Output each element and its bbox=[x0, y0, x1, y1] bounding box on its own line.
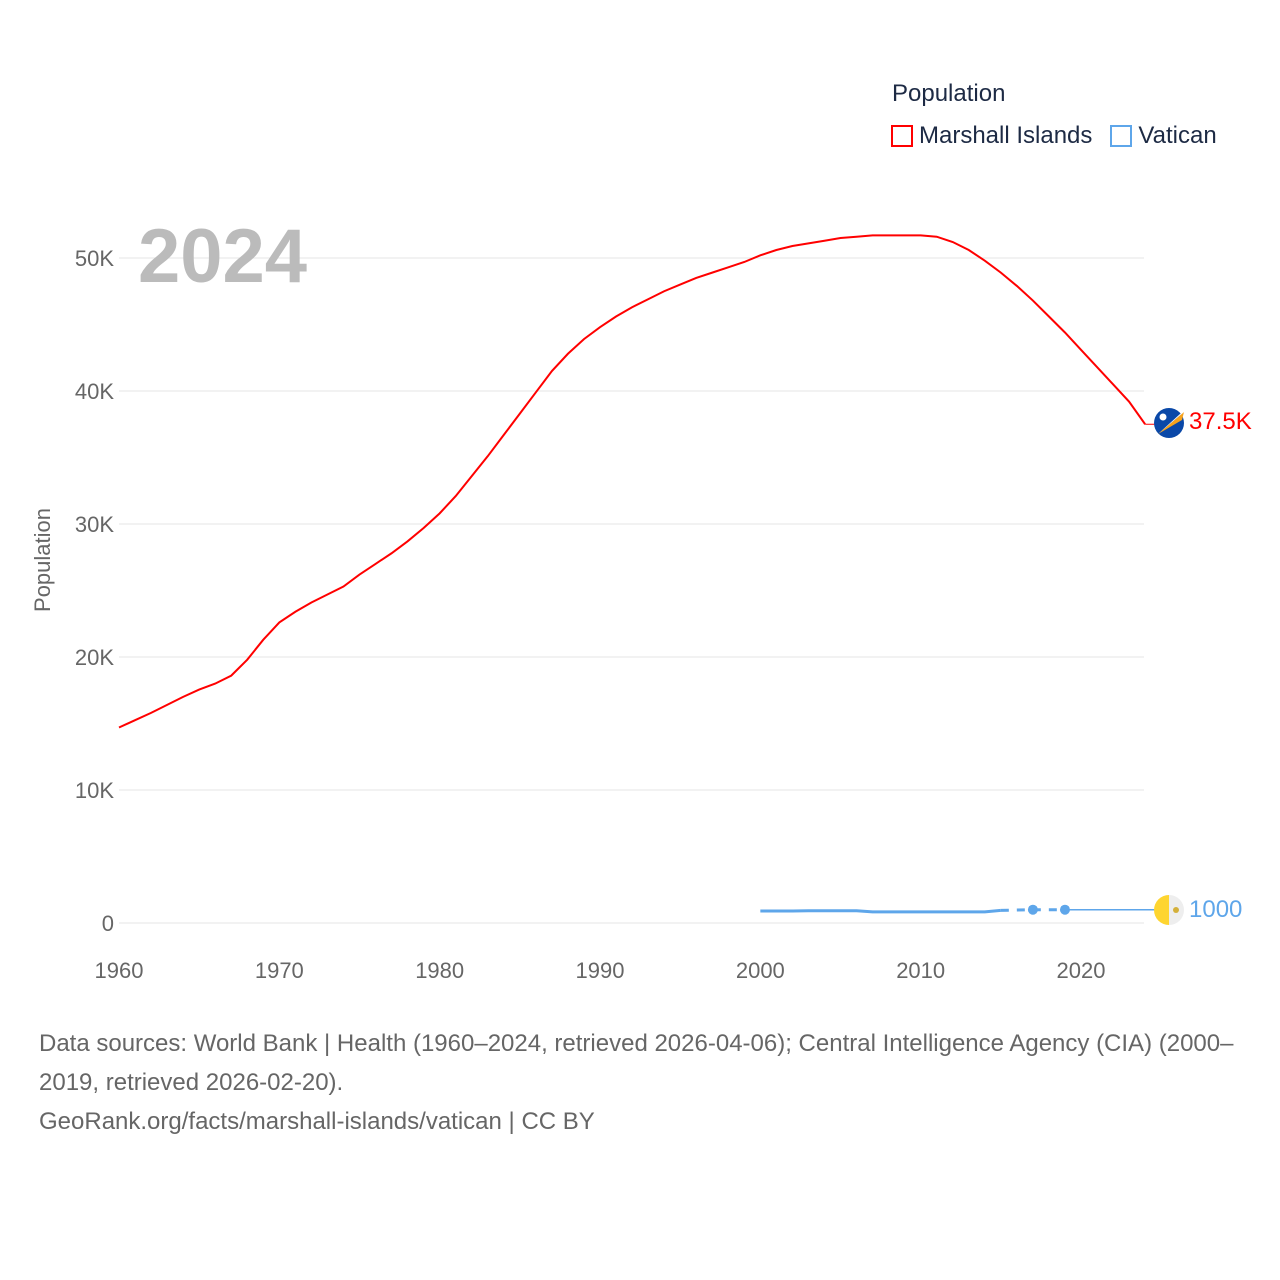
legend-label: Vatican bbox=[1138, 122, 1217, 149]
legend-item-marshall-islands[interactable]: Marshall Islands bbox=[891, 122, 1092, 150]
year-label: 2024 bbox=[138, 214, 307, 299]
x-tick-label: 1990 bbox=[576, 958, 625, 983]
x-tick-label: 1970 bbox=[255, 958, 304, 983]
legend-swatch bbox=[891, 125, 913, 147]
end-label-marshall-islands: 37.5K bbox=[1189, 408, 1252, 435]
flag-bg bbox=[1154, 408, 1184, 438]
series-line-marshall-islands bbox=[118, 234, 1146, 729]
source-note: Data sources: World Bank | Health (1960–… bbox=[39, 1024, 1249, 1141]
y-axis-label: Population bbox=[30, 508, 55, 612]
flag-yellow bbox=[1154, 895, 1169, 925]
source-text: Data sources: World Bank | Health (1960–… bbox=[39, 1030, 1234, 1096]
flag-star bbox=[1159, 413, 1167, 421]
data-point-vatican bbox=[1027, 904, 1038, 915]
flag-keys bbox=[1173, 907, 1179, 913]
y-tick-label: 10K bbox=[75, 778, 114, 803]
x-tick-label: 1980 bbox=[415, 958, 464, 983]
legend-item-vatican[interactable]: Vatican bbox=[1110, 122, 1217, 150]
marshall-islands-flag-icon bbox=[1154, 408, 1184, 438]
x-tick-label: 2020 bbox=[1057, 958, 1106, 983]
y-tick-label: 40K bbox=[75, 379, 114, 404]
series-line-vatican bbox=[760, 908, 1001, 914]
legend-title: Population bbox=[892, 80, 1006, 107]
grid bbox=[119, 257, 1144, 924]
y-tick-label: 30K bbox=[75, 512, 114, 537]
end-label-vatican: 1000 bbox=[1189, 896, 1242, 923]
chart: 2024 Population 0 10K 20K 30K 40K 50K 1960 1970… bbox=[30, 214, 1252, 983]
legend-swatch bbox=[1110, 125, 1133, 147]
y-tick-label: 0 bbox=[102, 911, 114, 936]
x-tick-label: 2000 bbox=[736, 958, 785, 983]
y-tick-label: 20K bbox=[75, 645, 114, 670]
vatican-flag-icon bbox=[1154, 895, 1184, 925]
legend: Marshall Islands Vatican bbox=[891, 122, 1217, 150]
x-tick-label: 1960 bbox=[95, 958, 144, 983]
y-tick-label: 50K bbox=[75, 246, 114, 271]
legend-label: Marshall Islands bbox=[919, 122, 1093, 149]
source-link[interactable]: GeoRank.org/facts/marshall-islands/vatic… bbox=[39, 1108, 595, 1135]
flag-stripe-white bbox=[1158, 412, 1184, 434]
x-tick-label: 2010 bbox=[896, 958, 945, 983]
